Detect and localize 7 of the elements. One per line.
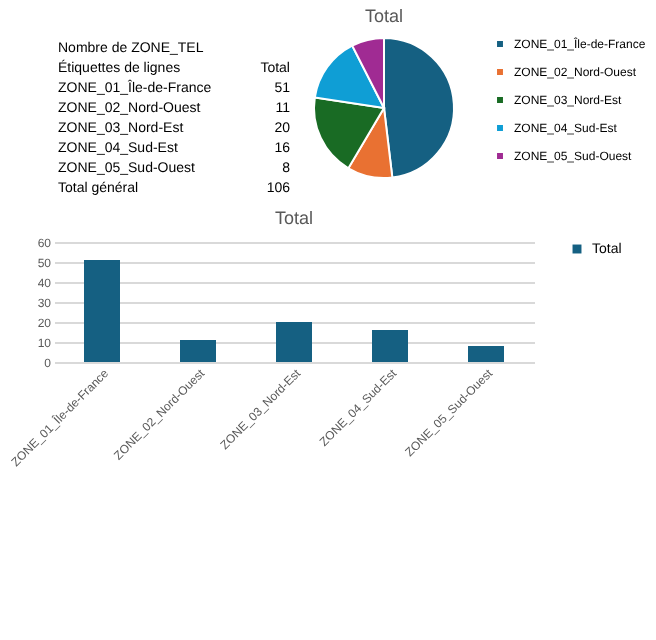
bar — [84, 260, 120, 362]
bar — [372, 330, 408, 362]
chart-title: Total — [364, 6, 404, 26]
chart-title: Total — [274, 208, 314, 228]
bar — [468, 346, 504, 362]
bar — [276, 322, 312, 362]
bar — [180, 340, 216, 362]
